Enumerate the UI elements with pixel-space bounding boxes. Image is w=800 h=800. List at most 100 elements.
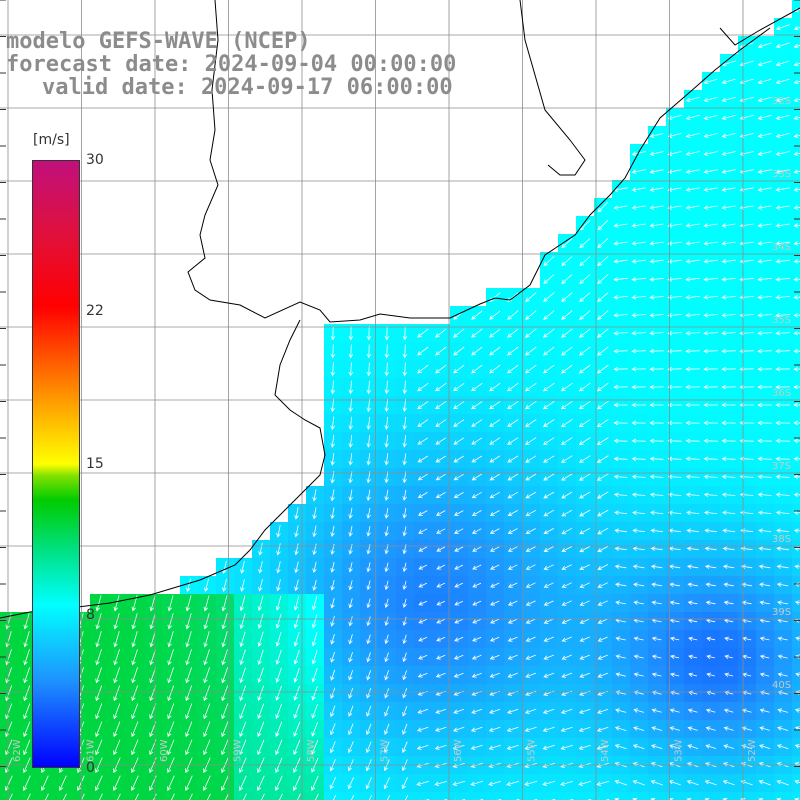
wind-arrow bbox=[434, 780, 448, 786]
wind-arrow bbox=[131, 721, 139, 738]
wind-arrow bbox=[793, 456, 800, 462]
wind-arrow bbox=[5, 631, 12, 648]
wind-arrow bbox=[775, 402, 790, 408]
wind-arrow bbox=[543, 274, 555, 284]
latitude-label: 33S bbox=[772, 169, 791, 180]
wind-arrow bbox=[757, 259, 772, 264]
wind-arrow bbox=[239, 685, 246, 702]
colorbar bbox=[32, 160, 80, 768]
wind-arrow bbox=[293, 596, 300, 611]
wind-arrow bbox=[613, 330, 628, 336]
wind-arrow bbox=[613, 366, 628, 372]
wind-arrow bbox=[452, 780, 466, 786]
wind-arrow bbox=[649, 187, 664, 192]
wind-arrow bbox=[471, 491, 482, 499]
wind-arrow bbox=[95, 595, 102, 612]
wind-arrow bbox=[649, 205, 664, 210]
wind-arrow bbox=[221, 631, 228, 648]
wind-arrow bbox=[366, 344, 372, 359]
wind-arrow bbox=[613, 312, 628, 318]
wind-arrow bbox=[757, 187, 772, 192]
wind-arrow bbox=[524, 744, 537, 750]
wind-arrow bbox=[418, 636, 428, 642]
wind-arrow bbox=[543, 382, 555, 392]
wind-arrow bbox=[597, 238, 609, 249]
wind-arrow bbox=[560, 382, 573, 392]
wind-arrow bbox=[239, 631, 246, 648]
wind-arrow bbox=[436, 564, 446, 570]
wind-arrow bbox=[685, 96, 700, 103]
wind-arrow bbox=[294, 561, 299, 574]
wind-arrow bbox=[775, 366, 790, 372]
wind-arrow bbox=[632, 510, 646, 516]
wind-arrow bbox=[597, 618, 608, 624]
wind-arrow bbox=[775, 295, 790, 300]
wind-arrow bbox=[685, 474, 700, 480]
wind-arrow bbox=[776, 582, 789, 587]
wind-arrow bbox=[597, 582, 608, 588]
wind-arrow bbox=[402, 616, 407, 626]
wind-arrow bbox=[686, 546, 699, 551]
wind-arrow bbox=[703, 169, 718, 174]
wind-arrow bbox=[203, 685, 211, 702]
wind-arrow bbox=[489, 310, 501, 320]
wind-arrow bbox=[275, 631, 282, 647]
wind-arrow bbox=[221, 775, 229, 792]
wind-arrow bbox=[454, 636, 464, 642]
valid-date: valid date: 2024-09-17 06:00:00 bbox=[42, 75, 453, 100]
latitude-label: 34S bbox=[772, 242, 791, 253]
wind-arrow bbox=[113, 667, 120, 684]
wind-arrow bbox=[311, 632, 318, 647]
wind-arrow bbox=[633, 654, 644, 659]
wind-arrow bbox=[561, 473, 573, 481]
wind-arrow bbox=[402, 652, 407, 663]
wind-arrow bbox=[275, 703, 283, 719]
wind-cell bbox=[18, 792, 37, 800]
wind-arrow bbox=[686, 528, 699, 533]
wind-arrow bbox=[579, 328, 591, 338]
wind-arrow bbox=[759, 744, 771, 749]
wind-arrow bbox=[348, 652, 353, 663]
wind-arrow bbox=[471, 346, 483, 356]
wind-arrow bbox=[221, 649, 228, 666]
wind-arrow bbox=[632, 564, 645, 569]
wind-arrow bbox=[543, 310, 555, 320]
wind-cell bbox=[756, 792, 775, 800]
wind-arrow bbox=[721, 330, 736, 336]
wind-arrow bbox=[670, 654, 680, 660]
wind-arrow bbox=[667, 169, 682, 174]
wind-arrow bbox=[330, 380, 336, 395]
wind-arrow bbox=[704, 780, 717, 786]
wind-arrow bbox=[649, 348, 664, 354]
wind-arrow bbox=[649, 295, 664, 300]
wind-arrow bbox=[435, 473, 446, 481]
wind-arrow bbox=[525, 382, 537, 392]
colorbar-unit: [m/s] bbox=[33, 132, 70, 148]
wind-arrow bbox=[667, 474, 682, 480]
wind-arrow bbox=[614, 779, 627, 786]
wind-arrow bbox=[435, 346, 447, 356]
wind-arrow bbox=[650, 528, 663, 533]
wind-arrow bbox=[366, 580, 371, 591]
wind-arrow bbox=[722, 528, 735, 533]
wind-arrow bbox=[757, 456, 772, 462]
wind-arrow bbox=[453, 726, 465, 732]
wind-arrow bbox=[703, 205, 718, 210]
wind-arrow bbox=[704, 528, 717, 533]
wind-arrow bbox=[454, 546, 464, 552]
wind-arrow bbox=[613, 456, 628, 462]
wind-arrow bbox=[453, 401, 465, 410]
wind-arrow bbox=[293, 667, 300, 683]
wind-arrow bbox=[561, 527, 573, 535]
wind-arrow bbox=[435, 726, 447, 732]
wind-arrow bbox=[794, 600, 800, 605]
wind-arrow bbox=[23, 775, 31, 792]
wind-arrow bbox=[453, 473, 464, 481]
wind-arrow bbox=[561, 364, 573, 374]
wind-arrow bbox=[330, 489, 335, 502]
wind-arrow bbox=[613, 277, 628, 282]
wind-arrow bbox=[650, 564, 663, 569]
wind-arrow bbox=[597, 527, 609, 535]
wind-arrow bbox=[507, 618, 518, 624]
